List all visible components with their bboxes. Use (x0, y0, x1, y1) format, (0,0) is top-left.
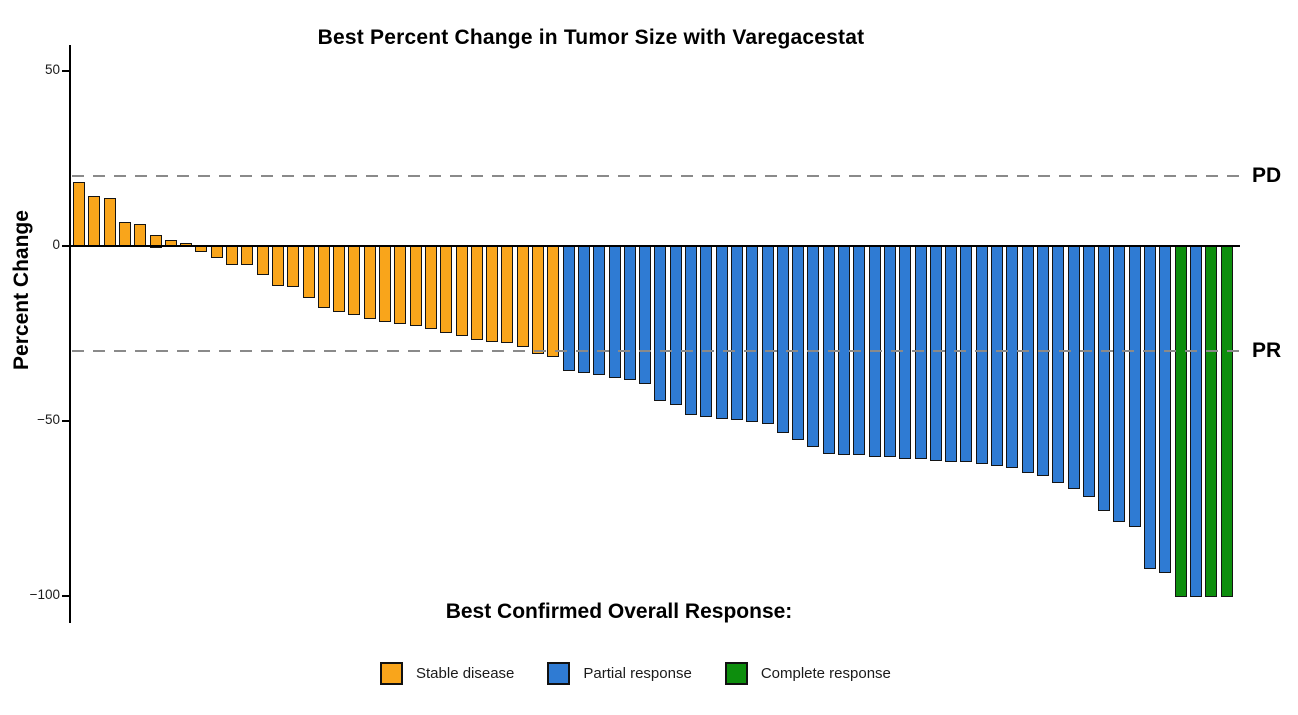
bar-pr-66 (1068, 245, 1080, 489)
bar-pr-37 (624, 245, 636, 380)
y-tick-label--50: −50 (37, 412, 60, 427)
legend-swatch-cr (724, 662, 748, 685)
y-tick-0 (62, 245, 70, 247)
bar-sd-25 (440, 245, 452, 333)
bar-pr-56 (915, 245, 927, 459)
bar-sd-32 (547, 245, 559, 357)
bar-pr-60 (976, 245, 988, 464)
bar-pr-34 (578, 245, 590, 373)
bar-sd-19 (348, 245, 360, 315)
bar-sd-21 (379, 245, 391, 322)
legend: Stable disease Partial response Complete r… (380, 662, 891, 685)
bar-cr-75 (1205, 245, 1217, 597)
bar-pr-62 (1006, 245, 1018, 468)
bar-pr-41 (685, 245, 697, 415)
bar-pr-40 (670, 245, 682, 405)
bar-sd-3 (104, 198, 116, 247)
bar-cr-73 (1175, 245, 1187, 597)
bar-pr-43 (716, 245, 728, 419)
legend-swatch-pr (547, 662, 571, 685)
bar-pr-47 (777, 245, 789, 433)
y-tick-label--100: −100 (29, 587, 60, 602)
bar-pr-64 (1037, 245, 1049, 476)
reference-line-pd (72, 175, 1240, 177)
legend-item-pr: Partial response (547, 662, 692, 685)
legend-label: Complete response (760, 665, 891, 682)
bar-pr-65 (1052, 245, 1064, 483)
bar-pr-44 (731, 245, 743, 420)
bar-sd-28 (486, 245, 498, 342)
bar-pr-67 (1083, 245, 1095, 497)
bar-sd-13 (257, 245, 269, 275)
bar-sd-15 (287, 245, 299, 287)
bar-pr-46 (762, 245, 774, 424)
y-tick-50 (62, 70, 70, 72)
reference-label-pr: PR (1252, 339, 1282, 362)
bar-pr-72 (1159, 245, 1171, 573)
y-tick-label-0: 0 (52, 237, 60, 252)
legend-label: Stable disease (416, 665, 515, 682)
bar-pr-48 (792, 245, 804, 440)
bar-sd-17 (318, 245, 330, 308)
bar-sd-26 (456, 245, 468, 336)
bar-sd-4 (119, 222, 131, 247)
bar-pr-42 (700, 245, 712, 417)
bar-sd-14 (272, 245, 284, 286)
bar-pr-71 (1144, 245, 1156, 569)
bar-cr-76 (1221, 245, 1233, 597)
y-tick-label-50: 50 (44, 62, 60, 77)
y-tick--100 (62, 595, 70, 597)
bar-pr-49 (807, 245, 819, 447)
bar-sd-30 (517, 245, 529, 347)
x-axis-caption: Best Confirmed Overall Response: (445, 600, 793, 623)
bar-sd-20 (364, 245, 376, 319)
bar-pr-35 (593, 245, 605, 375)
chart-title: Best Percent Change in Tumor Size with V… (317, 26, 865, 49)
zero-baseline (70, 245, 1240, 247)
legend-label: Partial response (583, 665, 692, 682)
bar-sd-11 (226, 245, 238, 265)
reference-line-pr (72, 350, 1240, 352)
bar-sd-12 (241, 245, 253, 265)
bar-pr-69 (1113, 245, 1125, 522)
bar-pr-33 (563, 245, 575, 371)
bar-sd-5 (134, 224, 146, 247)
bar-pr-59 (960, 245, 972, 462)
bar-pr-74 (1190, 245, 1202, 597)
bar-pr-63 (1022, 245, 1034, 473)
bar-sd-22 (394, 245, 406, 324)
bar-pr-70 (1129, 245, 1141, 527)
bar-sd-1 (73, 182, 85, 247)
bar-sd-31 (532, 245, 544, 354)
y-axis-label: Percent Change (10, 210, 33, 370)
bar-pr-36 (609, 245, 621, 378)
bar-sd-6 (150, 235, 162, 248)
legend-swatch-sd (380, 662, 403, 685)
bar-sd-2 (88, 196, 100, 247)
bar-pr-55 (899, 245, 911, 459)
bar-pr-68 (1098, 245, 1110, 511)
reference-label-pd: PD (1252, 164, 1282, 187)
y-tick--50 (62, 420, 70, 422)
bar-sd-29 (501, 245, 513, 343)
y-axis-line (69, 45, 71, 623)
bar-sd-16 (303, 245, 315, 298)
bar-pr-39 (654, 245, 666, 401)
legend-item-cr: Complete response (724, 662, 891, 685)
bar-pr-45 (746, 245, 758, 422)
bar-sd-24 (425, 245, 437, 329)
bar-pr-38 (639, 245, 651, 384)
bar-sd-23 (410, 245, 422, 326)
bar-pr-61 (991, 245, 1003, 466)
bar-sd-18 (333, 245, 345, 312)
legend-item-sd: Stable disease (380, 662, 514, 685)
bar-pr-58 (945, 245, 957, 462)
bar-sd-27 (471, 245, 483, 340)
bar-pr-57 (930, 245, 942, 461)
